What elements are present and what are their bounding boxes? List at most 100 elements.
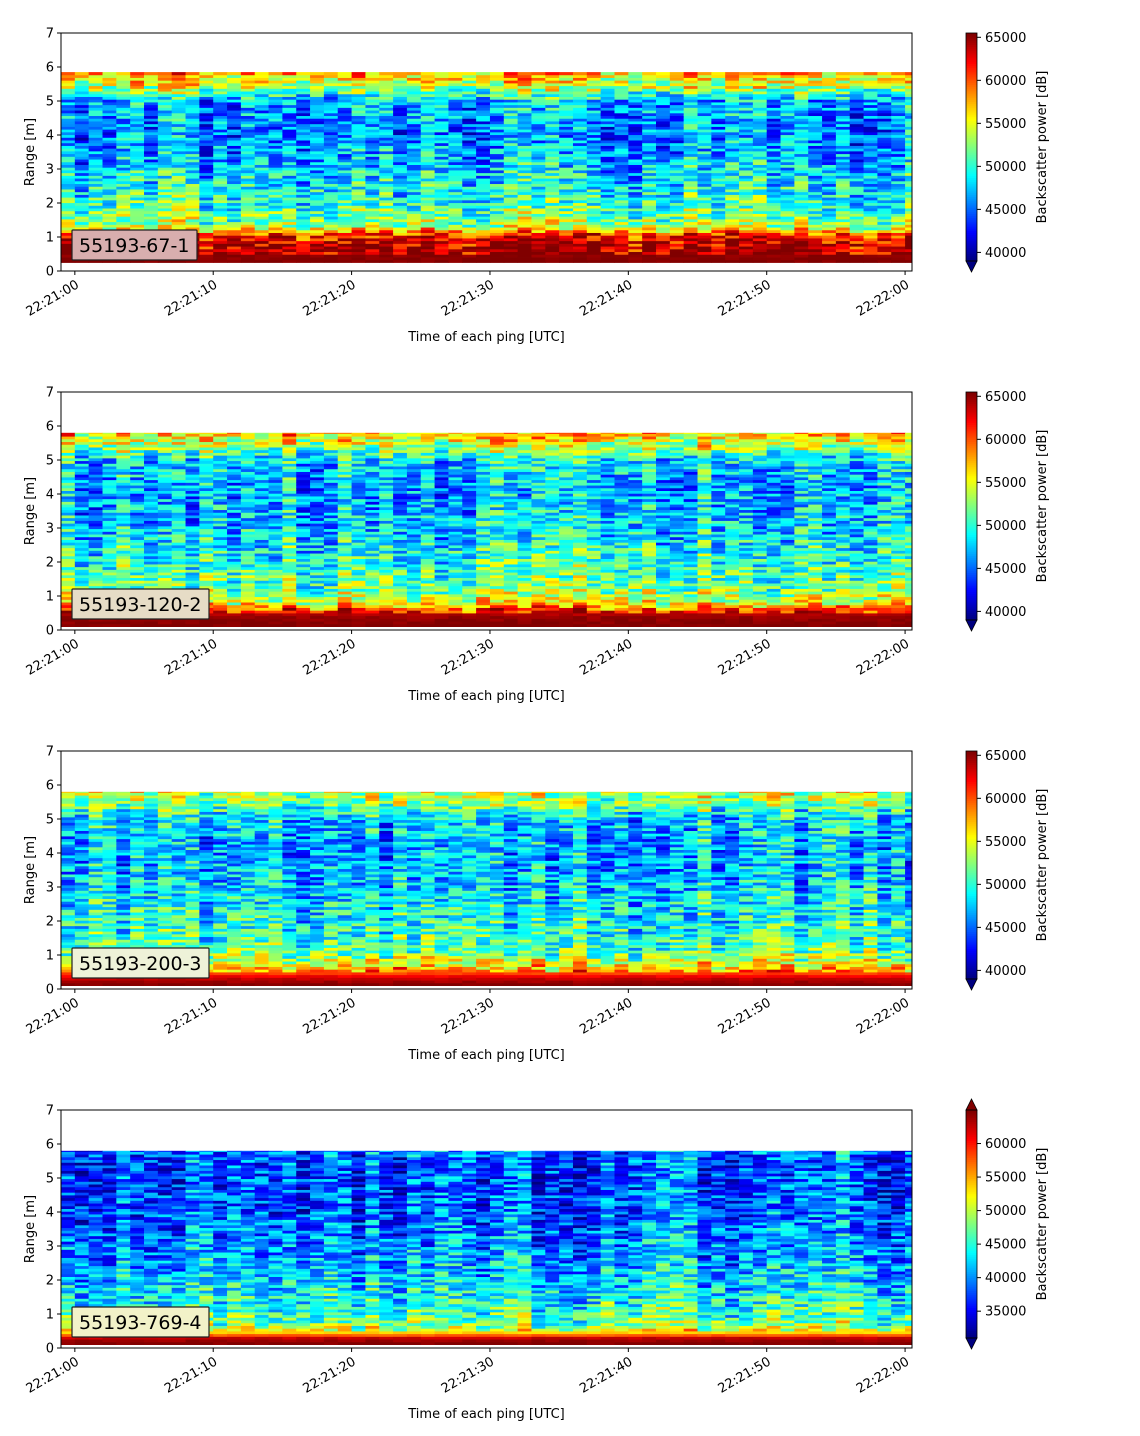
heatmap-cell (324, 230, 338, 233)
heatmap-cell (490, 214, 504, 217)
heatmap-cell (836, 181, 850, 184)
heatmap-cell (794, 132, 808, 135)
heatmap-cell (725, 113, 739, 116)
heatmap-cell (103, 461, 117, 464)
heatmap-cell (628, 192, 642, 195)
heatmap-cell (628, 238, 642, 241)
heatmap-cell (421, 175, 435, 178)
heatmap-cell (698, 175, 712, 178)
heatmap-cell (144, 488, 158, 491)
heatmap-cell (725, 203, 739, 206)
heatmap-cell (435, 173, 449, 176)
heatmap-cell (545, 189, 559, 192)
heatmap-cell (877, 260, 891, 263)
heatmap-cell (144, 186, 158, 189)
heatmap-cell (338, 129, 352, 132)
heatmap-cell (545, 219, 559, 222)
heatmap-cell (75, 453, 89, 456)
heatmap-cell (476, 94, 490, 97)
heatmap-cell (864, 214, 878, 217)
heatmap-cell (781, 243, 795, 246)
heatmap-cell (518, 192, 532, 195)
heatmap-cell (781, 99, 795, 102)
heatmap-cell (130, 165, 144, 168)
heatmap-cell (227, 257, 241, 260)
heatmap-cell (628, 99, 642, 102)
heatmap-cell (601, 148, 615, 151)
heatmap-cell (269, 181, 283, 184)
heatmap-cell (338, 175, 352, 178)
heatmap-cell (130, 550, 144, 553)
heatmap-cell (89, 433, 103, 436)
heatmap-cell (781, 151, 795, 154)
heatmap-cell (767, 178, 781, 181)
heatmap-cell (172, 167, 186, 170)
heatmap-cell (656, 257, 670, 260)
heatmap-cell (559, 75, 573, 78)
heatmap-cell (684, 165, 698, 168)
heatmap-cell (836, 203, 850, 206)
heatmap-cell (836, 94, 850, 97)
heatmap-cell (656, 243, 670, 246)
colorbar-tick-label: 40000 (985, 246, 1026, 261)
heatmap-cell (476, 140, 490, 143)
heatmap-cell (130, 534, 144, 537)
heatmap-cell (89, 127, 103, 130)
heatmap-cell (684, 257, 698, 260)
heatmap-cell (269, 113, 283, 116)
heatmap-cell (379, 113, 393, 116)
heatmap-cell (61, 542, 75, 545)
heatmap-cell (103, 91, 117, 94)
heatmap-cell (282, 107, 296, 110)
heatmap-cell (103, 455, 117, 458)
heatmap-cell (421, 116, 435, 119)
heatmap-cell (656, 124, 670, 127)
heatmap-cell (199, 165, 213, 168)
heatmap-cell (448, 94, 462, 97)
heatmap-cell (103, 146, 117, 149)
heatmap-cell (144, 219, 158, 222)
heatmap-cell (670, 227, 684, 230)
heatmap-cell (559, 216, 573, 219)
heatmap-cell (310, 260, 324, 263)
heatmap-cell (490, 260, 504, 263)
heatmap-cell (379, 159, 393, 162)
heatmap-cell (269, 200, 283, 203)
heatmap-cell (877, 113, 891, 116)
heatmap-cell (781, 230, 795, 233)
heatmap-cell (130, 542, 144, 545)
heatmap-cell (352, 211, 366, 214)
heatmap-cell (365, 205, 379, 208)
heatmap-cell (130, 222, 144, 225)
heatmap-cell (628, 230, 642, 233)
heatmap-cell (462, 208, 476, 211)
heatmap-cell (462, 173, 476, 176)
heatmap-cell (130, 461, 144, 464)
heatmap-cell (116, 224, 130, 227)
heatmap-cell (462, 170, 476, 173)
heatmap-cell (518, 121, 532, 124)
heatmap-cell (103, 189, 117, 192)
heatmap-cell (642, 235, 656, 238)
heatmap-cell (476, 184, 490, 187)
heatmap-cell (836, 197, 850, 200)
heatmap-cell (850, 75, 864, 78)
heatmap-cell (891, 110, 905, 113)
heatmap-cell (781, 203, 795, 206)
heatmap-cell (808, 94, 822, 97)
heatmap-cell (75, 433, 89, 434)
heatmap-cell (518, 156, 532, 159)
heatmap-cell (199, 137, 213, 140)
heatmap-cell (891, 154, 905, 157)
heatmap-cell (116, 550, 130, 553)
heatmap-cell (61, 477, 75, 480)
heatmap-cell (518, 243, 532, 246)
heatmap-cell (781, 214, 795, 217)
heatmap-cell (269, 156, 283, 159)
heatmap-cell (241, 170, 255, 173)
heatmap-cell (158, 137, 172, 140)
heatmap-cell (296, 140, 310, 143)
heatmap-cell (75, 488, 89, 491)
heatmap-cell (864, 238, 878, 241)
heatmap-cell (75, 458, 89, 461)
